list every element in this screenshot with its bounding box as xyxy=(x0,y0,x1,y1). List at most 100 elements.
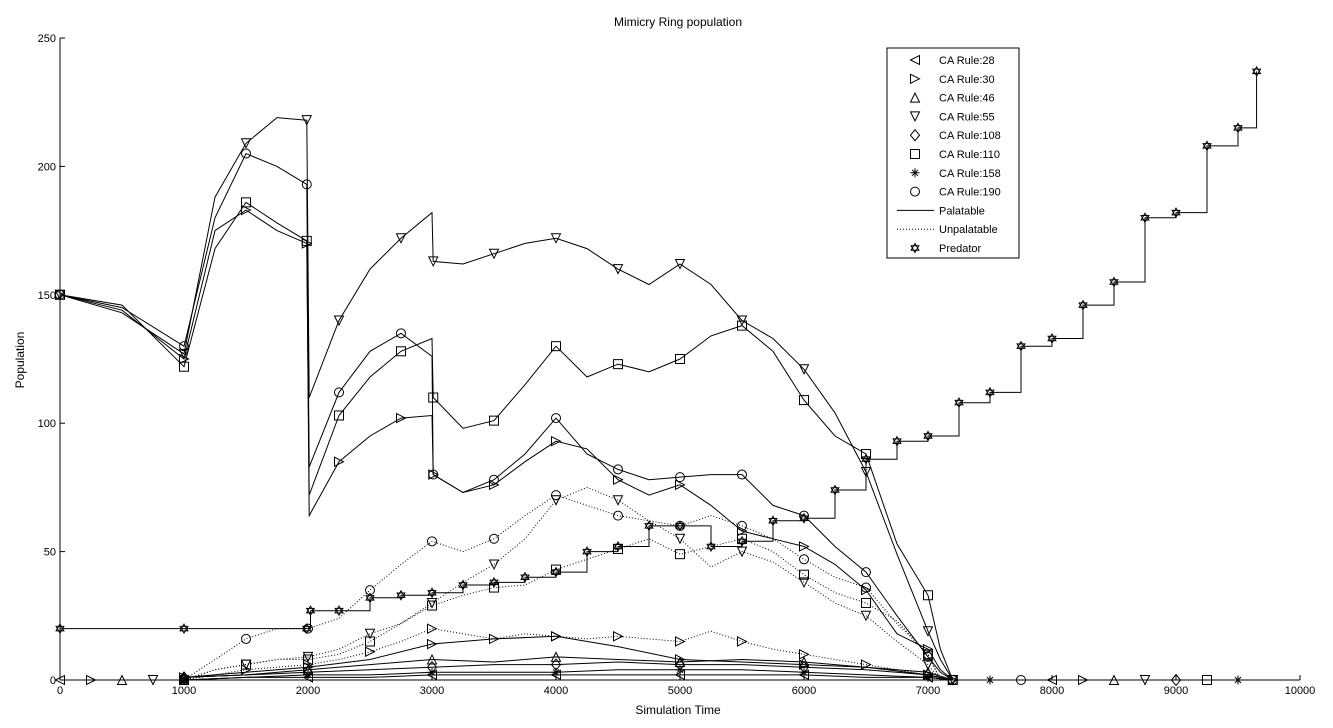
marker-hexagram-part xyxy=(1016,343,1026,352)
marker-hexagram-part xyxy=(768,515,778,524)
series-path xyxy=(183,656,953,681)
marker-circle xyxy=(861,582,871,593)
marker-hexagram xyxy=(427,587,437,599)
x-tick-label: 6000 xyxy=(792,685,816,697)
marker-triangle-down xyxy=(798,364,810,375)
marker-hexagram xyxy=(305,605,316,617)
marker-hexagram xyxy=(1233,122,1243,134)
marker-circle xyxy=(241,633,251,644)
marker-hexagram xyxy=(1251,65,1262,77)
series-path xyxy=(59,117,954,681)
marker-square xyxy=(1202,675,1212,685)
marker-triangle-down xyxy=(488,248,500,260)
marker-hexagram-part xyxy=(830,487,840,496)
marker-hexagram-part xyxy=(458,579,468,588)
marker-hexagram-part xyxy=(1233,122,1243,131)
marker-circle xyxy=(489,533,499,544)
marker-hexagram xyxy=(923,430,933,442)
x-tick-label: 9000 xyxy=(1164,685,1188,697)
marker-hexagram-part xyxy=(179,625,189,635)
series-line xyxy=(55,148,958,685)
marker-hexagram-part xyxy=(910,245,920,254)
marker-triangle-right xyxy=(396,412,407,424)
x-tick-label: 0 xyxy=(57,685,63,697)
marker-triangle-down xyxy=(674,533,686,545)
marker-hexagram-part xyxy=(365,595,375,604)
marker-hexagram xyxy=(1202,140,1212,152)
marker-hexagram xyxy=(644,520,654,532)
series-path xyxy=(59,201,954,681)
legend-label: CA Rule:190 xyxy=(939,187,1001,199)
marker-hexagram-part xyxy=(396,589,406,599)
marker-triangle-up xyxy=(909,91,921,103)
y-tick-label: 0 xyxy=(50,675,56,687)
marker-hexagram xyxy=(489,576,499,588)
marker-hexagram-part xyxy=(923,433,933,442)
marker-hexagram-part xyxy=(301,625,312,635)
series-path xyxy=(60,71,1258,630)
marker-triangle-left xyxy=(54,674,65,686)
marker-triangle-left xyxy=(922,672,933,683)
marker-hexagram-part xyxy=(458,582,468,591)
marker-hexagram xyxy=(910,242,920,254)
marker-square xyxy=(334,410,344,421)
marker-square xyxy=(910,149,920,159)
marker-triangle-right xyxy=(675,479,686,491)
marker-hexagram-part xyxy=(1078,299,1088,308)
marker-hexagram-part xyxy=(1047,332,1057,342)
marker-hexagram xyxy=(985,386,995,398)
marker-triangle-right xyxy=(55,289,66,301)
marker-hexagram-part xyxy=(427,589,437,599)
marker-triangle-down xyxy=(364,628,376,640)
marker-triangle-down xyxy=(333,315,345,327)
marker-hexagram-part xyxy=(644,520,654,529)
marker-hexagram-part xyxy=(675,523,685,532)
marker-square xyxy=(241,197,251,208)
marker-triangle-down xyxy=(426,597,438,609)
marker-triangle-left xyxy=(1046,674,1057,686)
marker-hexagram-part xyxy=(1251,65,1262,75)
marker-square xyxy=(551,341,561,352)
marker-hexagram-part xyxy=(1016,340,1026,349)
marker-hexagram-part xyxy=(1109,276,1119,285)
marker-square xyxy=(303,654,313,665)
marker-triangle-down xyxy=(612,495,624,506)
series-path xyxy=(59,209,954,681)
x-tick-label: 4000 xyxy=(544,685,568,697)
marker-triangle-down xyxy=(302,651,314,663)
marker-hexagram-part xyxy=(830,484,840,493)
marker-triangle-left xyxy=(178,674,189,686)
marker-hexagram-part xyxy=(954,397,964,406)
marker-triangle-right xyxy=(179,353,190,365)
marker-square xyxy=(799,569,809,580)
marker-hexagram-part xyxy=(923,430,933,439)
marker-triangle-right xyxy=(428,469,439,480)
y-axis-label: Population xyxy=(13,332,27,389)
marker-circle xyxy=(799,554,809,565)
legend-item: CA Rule:108 xyxy=(909,128,1001,142)
marker-hexagram xyxy=(799,512,809,524)
marker-hexagram-part xyxy=(334,605,344,614)
marker-hexagram xyxy=(1140,212,1150,224)
y-tick-label: 250 xyxy=(38,33,56,45)
marker-hexagram xyxy=(179,623,189,635)
marker-hexagram xyxy=(551,566,561,578)
marker-hexagram xyxy=(396,589,406,601)
series-line xyxy=(178,669,953,686)
legend-box xyxy=(886,47,1020,259)
marker-hexagram-part xyxy=(861,456,871,465)
marker-hexagram-part xyxy=(1109,279,1119,288)
marker-triangle-up xyxy=(116,674,128,685)
marker-square xyxy=(489,415,499,426)
marker-triangle-down xyxy=(736,315,748,327)
marker-hexagram xyxy=(1109,276,1119,288)
y-tick-label: 150 xyxy=(38,290,56,302)
series-line xyxy=(55,197,958,685)
marker-triangle-right xyxy=(334,456,345,468)
marker-triangle-down xyxy=(240,659,252,671)
marker-triangle-left xyxy=(798,669,809,681)
marker-hexagram-part xyxy=(737,535,747,545)
y-tick-label: 200 xyxy=(38,161,56,173)
plot-area xyxy=(54,65,1262,687)
marker-hexagram xyxy=(892,435,902,447)
